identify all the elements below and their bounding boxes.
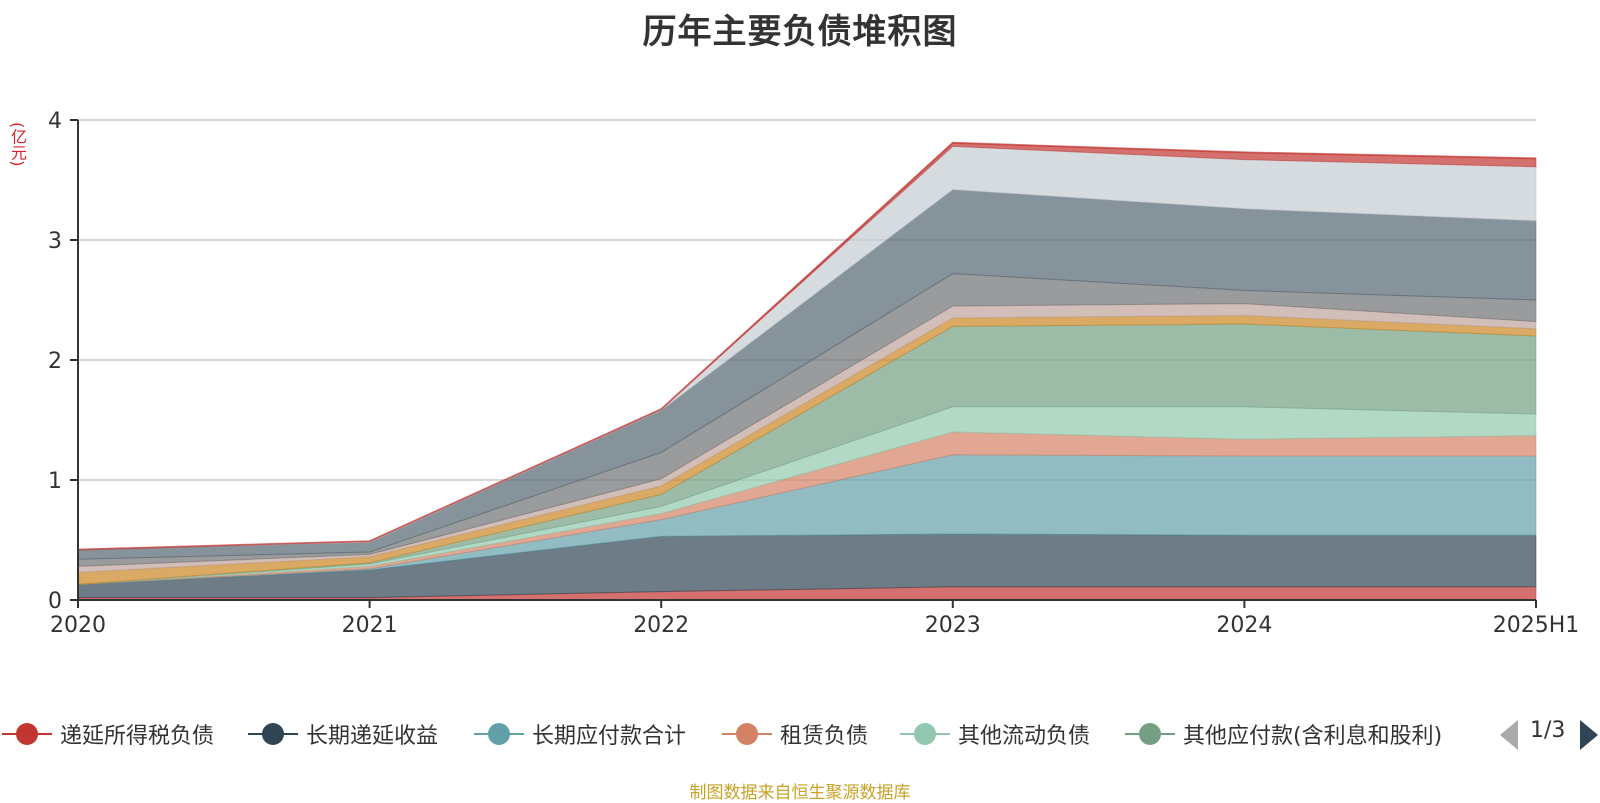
legend-label: 长期递延收益 <box>306 724 439 749</box>
legend-item[interactable]: 租赁负债 <box>722 716 868 752</box>
source-note: 制图数据来自恒生聚源数据库 <box>689 783 911 803</box>
x-tick-label: 2024 <box>1216 613 1272 638</box>
chart-plot: 0 1 2 3 4 2020 2021 2022 2023 2024 2025H1 <box>48 109 1579 638</box>
total-outline <box>77 141 1537 551</box>
legend-item[interactable]: 其他应付款(含利息和股利) <box>1125 716 1442 752</box>
legend-marker-icon <box>2 719 52 749</box>
legend-item[interactable]: 递延所得税负债 <box>2 716 214 752</box>
y-tick-label: 4 <box>48 109 62 134</box>
legend-item[interactable]: 长期递延收益 <box>248 716 438 752</box>
x-tick-label: 2022 <box>633 613 689 638</box>
stacked-areas <box>77 141 1537 601</box>
legend-page-indicator: 1/3 <box>1530 718 1566 743</box>
legend-label: 其他应付款(含利息和股利) <box>1183 724 1443 749</box>
legend-marker-icon <box>722 719 772 749</box>
x-tick-label: 2020 <box>50 613 106 638</box>
legend-label: 租赁负债 <box>780 724 869 749</box>
x-tick-label: 2025H1 <box>1493 613 1580 638</box>
y-tick-label: 1 <box>48 469 62 494</box>
legend-label: 长期应付款合计 <box>532 724 687 749</box>
legend-marker-icon <box>900 719 950 749</box>
x-tick-label: 2021 <box>342 613 398 638</box>
y-tick-label: 0 <box>48 589 62 614</box>
legend-label: 递延所得税负债 <box>60 724 215 749</box>
y-axis-unit: (亿元) <box>8 122 27 167</box>
legend: 递延所得税负债 长期递延收益 长期应付款合计 租赁负债 其他流动负债 其他应付款… <box>0 716 1600 752</box>
legend-prev-page-icon[interactable] <box>1500 720 1518 750</box>
legend-item[interactable]: 其他流动负债 <box>900 716 1090 752</box>
legend-next-page-icon[interactable] <box>1580 720 1598 750</box>
y-tick-label: 2 <box>48 349 62 374</box>
legend-marker-icon <box>248 719 298 749</box>
legend-marker-icon <box>1125 719 1175 749</box>
legend-item[interactable]: 长期应付款合计 <box>474 716 686 752</box>
legend-marker-icon <box>474 719 524 749</box>
legend-label: 其他流动负债 <box>958 724 1091 749</box>
axes: 0 1 2 3 4 2020 2021 2022 2023 2024 2025H1 <box>48 109 1579 638</box>
chart-title: 历年主要负债堆积图 <box>642 12 958 52</box>
y-tick-label: 3 <box>48 229 62 254</box>
x-tick-label: 2023 <box>925 613 981 638</box>
